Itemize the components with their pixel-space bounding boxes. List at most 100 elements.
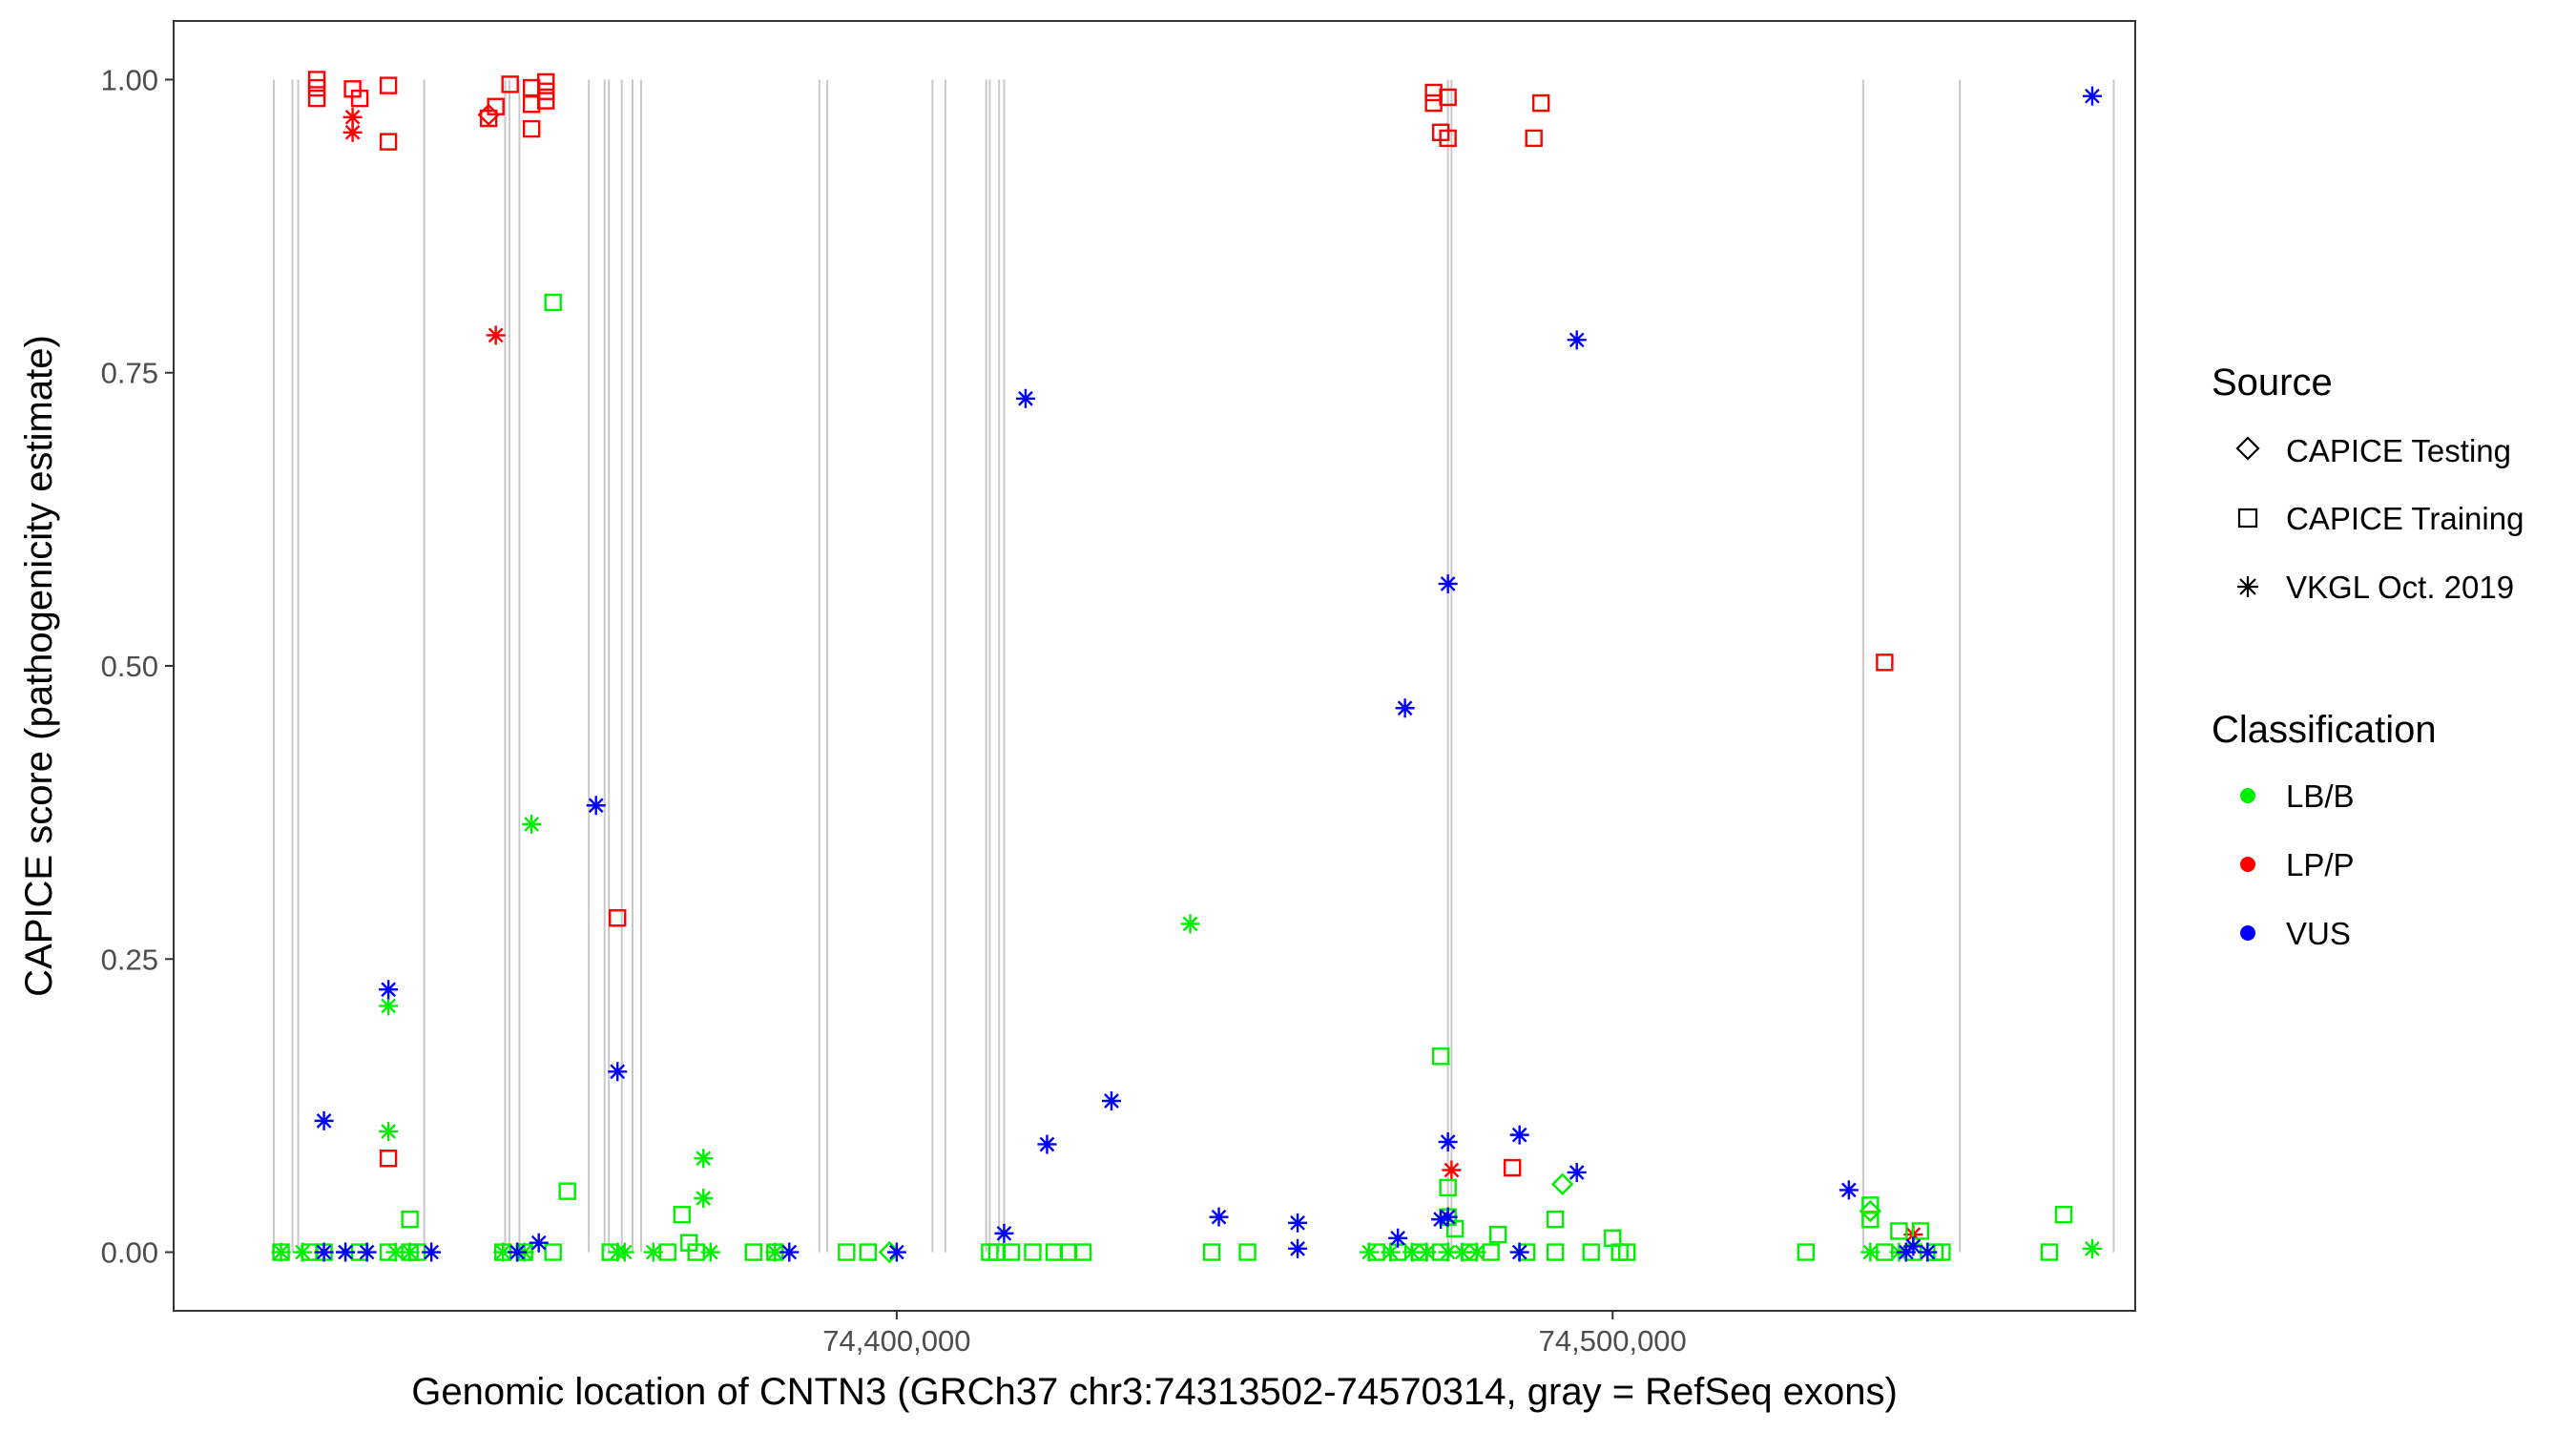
data-point-square — [558, 1182, 576, 1200]
data-point-asterisk — [314, 1242, 334, 1262]
data-point-asterisk — [1101, 1090, 1121, 1110]
data-point-square — [1439, 129, 1457, 148]
data-point-asterisk — [1438, 1132, 1458, 1152]
data-point-square — [1439, 88, 1457, 107]
data-point-asterisk — [886, 1242, 906, 1262]
data-point-square — [673, 1206, 691, 1224]
data-point-square — [1431, 1047, 1450, 1066]
data-point-square — [1488, 1225, 1507, 1244]
data-point-square — [1202, 1243, 1221, 1261]
data-point-square — [379, 1150, 398, 1168]
data-point-asterisk — [2082, 86, 2102, 106]
y-tick-label: 1.00 — [101, 63, 158, 96]
data-point-asterisk — [1509, 1125, 1529, 1145]
data-point-asterisk — [1452, 1242, 1472, 1262]
data-point-square — [1503, 1158, 1522, 1177]
data-point-asterisk — [700, 1242, 720, 1262]
data-point-square — [1547, 1210, 1565, 1229]
data-point-square — [1911, 1222, 1930, 1240]
data-point-asterisk — [1288, 1238, 1308, 1258]
data-point-diamond — [1551, 1172, 1574, 1195]
legend-key-vus-dot-icon — [2240, 925, 2255, 941]
data-point-asterisk — [343, 122, 363, 142]
legend-class-item-lpp: LP/P — [2286, 847, 2355, 882]
data-point-square — [1002, 1243, 1021, 1261]
data-point-diamond — [477, 103, 500, 127]
data-point-square — [2054, 1206, 2073, 1224]
data-point-square — [609, 909, 627, 927]
y-tick-label: 0.75 — [101, 357, 158, 390]
y-axis-title: CAPICE score (pathogenicity estimate) — [18, 335, 60, 997]
data-point-asterisk — [1395, 698, 1415, 718]
data-point-asterisk — [493, 1242, 513, 1262]
data-point-square — [859, 1243, 878, 1261]
data-point-asterisk — [422, 1242, 442, 1262]
data-point-square — [522, 119, 541, 138]
data-point-asterisk — [608, 1062, 628, 1082]
data-point-square — [1876, 653, 1894, 672]
data-point-square — [1797, 1243, 1816, 1261]
data-point-square — [536, 73, 555, 92]
x-tick-label: 74,500,000 — [1539, 1324, 1687, 1358]
data-point-asterisk — [293, 1242, 313, 1262]
data-point-diamond — [1859, 1199, 1882, 1223]
data-point-asterisk — [1567, 1162, 1587, 1182]
y-tick-label: 0.50 — [101, 650, 158, 683]
data-point-square — [1861, 1210, 1880, 1229]
data-point-asterisk — [1417, 1242, 1437, 1262]
data-points — [271, 71, 2102, 1264]
data-point-square — [401, 1210, 419, 1229]
data-point-asterisk — [1438, 573, 1458, 593]
data-point-asterisk — [1388, 1228, 1408, 1248]
data-point-asterisk — [357, 1242, 377, 1262]
data-point-asterisk — [994, 1223, 1014, 1243]
legend-source-title: Source — [2212, 362, 2333, 404]
legend-key-lbb-dot-icon — [2240, 788, 2255, 803]
data-point-asterisk — [486, 325, 506, 345]
legend-class-item-lbb: LB/B — [2286, 778, 2355, 814]
data-point-asterisk — [586, 796, 606, 816]
data-point-square — [838, 1243, 856, 1261]
data-point-square — [379, 76, 398, 94]
data-point-asterisk — [1567, 330, 1587, 350]
legend-class-item-vus: VUS — [2286, 916, 2351, 951]
data-point-square — [1582, 1243, 1600, 1261]
data-point-asterisk — [643, 1242, 663, 1262]
data-point-square — [536, 82, 555, 100]
data-point-square — [1024, 1243, 1042, 1261]
data-point-asterisk — [1037, 1134, 1057, 1154]
data-point-asterisk — [1442, 1160, 1462, 1180]
legend-source-item-testing: CAPICE Testing — [2286, 433, 2511, 468]
data-point-asterisk — [529, 1233, 549, 1253]
data-point-asterisk — [1360, 1242, 1380, 1262]
data-point-asterisk — [1839, 1180, 1859, 1200]
data-point-square — [307, 89, 326, 108]
x-axis-title: Genomic location of CNTN3 (GRCh37 chr3:7… — [411, 1371, 1898, 1413]
data-point-square — [350, 89, 369, 108]
data-point-asterisk — [1180, 914, 1200, 934]
legend-key-lpp-dot-icon — [2240, 857, 2255, 872]
data-point-square — [1531, 93, 1550, 113]
data-point-square — [1547, 1243, 1565, 1261]
data-point-square — [1439, 1178, 1457, 1197]
data-point-asterisk — [379, 996, 399, 1016]
data-point-asterisk — [1015, 388, 1035, 408]
legend: Source CAPICE Testing CAPICE Training VK… — [2212, 362, 2524, 951]
legend-key-square-icon — [2237, 508, 2258, 529]
data-point-square — [379, 133, 398, 151]
data-point-asterisk — [379, 1121, 399, 1141]
data-point-asterisk — [1209, 1207, 1229, 1227]
data-point-asterisk — [614, 1242, 634, 1262]
data-point-square — [1861, 1196, 1880, 1214]
data-point-asterisk — [1288, 1213, 1308, 1233]
data-point-square — [307, 78, 326, 97]
data-point-asterisk — [694, 1189, 714, 1209]
data-point-square — [536, 92, 555, 110]
data-point-asterisk — [2082, 1238, 2102, 1258]
data-point-square — [1618, 1243, 1636, 1261]
data-point-asterisk — [1431, 1210, 1451, 1230]
data-point-asterisk — [400, 1242, 420, 1262]
data-point-square — [1525, 129, 1543, 148]
